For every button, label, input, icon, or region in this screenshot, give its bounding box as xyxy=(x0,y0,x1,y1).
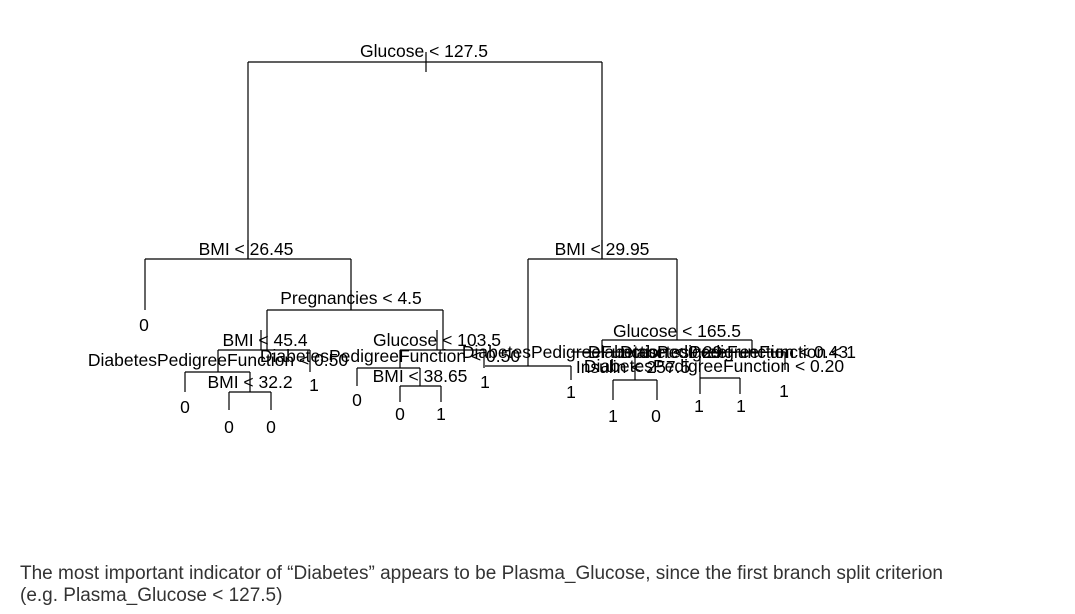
split-label-dpf-a: DiabetesPedigreeFunction < 0.50 xyxy=(88,350,349,370)
leaf-label: 1 xyxy=(480,372,490,392)
split-label-bmi-38: BMI < 38.65 xyxy=(373,366,468,386)
leaf-label: 1 xyxy=(736,396,746,416)
leaf-label: 1 xyxy=(436,404,446,424)
leaf-labels: 0 0 0 0 1 0 0 1 1 1 1 0 1 1 1 xyxy=(139,315,789,437)
caption-line-1: The most important indicator of “Diabete… xyxy=(20,563,943,584)
leaf-label: 1 xyxy=(309,375,319,395)
split-label-bmi-left: BMI < 26.45 xyxy=(199,239,294,259)
split-label-root: Glucose < 127.5 xyxy=(360,41,488,61)
split-label-insulin: Insulin < 257.5 xyxy=(576,357,690,377)
split-label-dpf-e: DiabetesPedigreeFunction < 1 xyxy=(620,342,856,362)
split-label-glucose-103: Glucose < 103.5 xyxy=(373,330,501,350)
leaf-label: 1 xyxy=(608,406,618,426)
split-label-dpf-d: DiabetesPedigreeFunction < 0.43 xyxy=(588,342,848,362)
split-labels: Glucose < 127.5 BMI < 26.45 BMI < 29.95 … xyxy=(88,41,856,392)
caption-line-2: (e.g. Plasma_Glucose < 127.5) xyxy=(20,585,283,606)
leaf-label: 0 xyxy=(266,417,276,437)
tree-branches xyxy=(144,52,786,410)
leaf-label: 1 xyxy=(566,382,576,402)
leaf-label: 0 xyxy=(352,390,362,410)
caption: The most important indicator of “Diabete… xyxy=(20,563,1060,607)
leaf-label: 0 xyxy=(224,417,234,437)
leaf-label: 0 xyxy=(139,315,149,335)
split-label-bmi-right: BMI < 29.95 xyxy=(555,239,650,259)
split-label-bmi-45: BMI < 45.4 xyxy=(222,330,307,350)
leaf-label: 0 xyxy=(651,406,661,426)
split-label-bmi-32: BMI < 32.2 xyxy=(207,372,292,392)
split-label-dpf-f: DiabetesPedigreeFunction < 0.20 xyxy=(584,356,845,376)
split-label-glucose-165: Glucose < 165.5 xyxy=(613,321,741,341)
leaf-label: 1 xyxy=(694,396,704,416)
split-label-dpf-c: DiabetesPedigreeFunction < 0.29 xyxy=(462,342,722,362)
leaf-label: 0 xyxy=(180,397,190,417)
split-label-pregnancies: Pregnancies < 4.5 xyxy=(280,288,422,308)
decision-tree-diagram: Glucose < 127.5 BMI < 26.45 BMI < 29.95 … xyxy=(88,41,856,437)
split-label-dpf-b: DiabetesPedigreeFunction < 0.50 xyxy=(260,346,521,366)
leaf-label: 1 xyxy=(779,381,789,401)
leaf-label: 0 xyxy=(395,404,405,424)
